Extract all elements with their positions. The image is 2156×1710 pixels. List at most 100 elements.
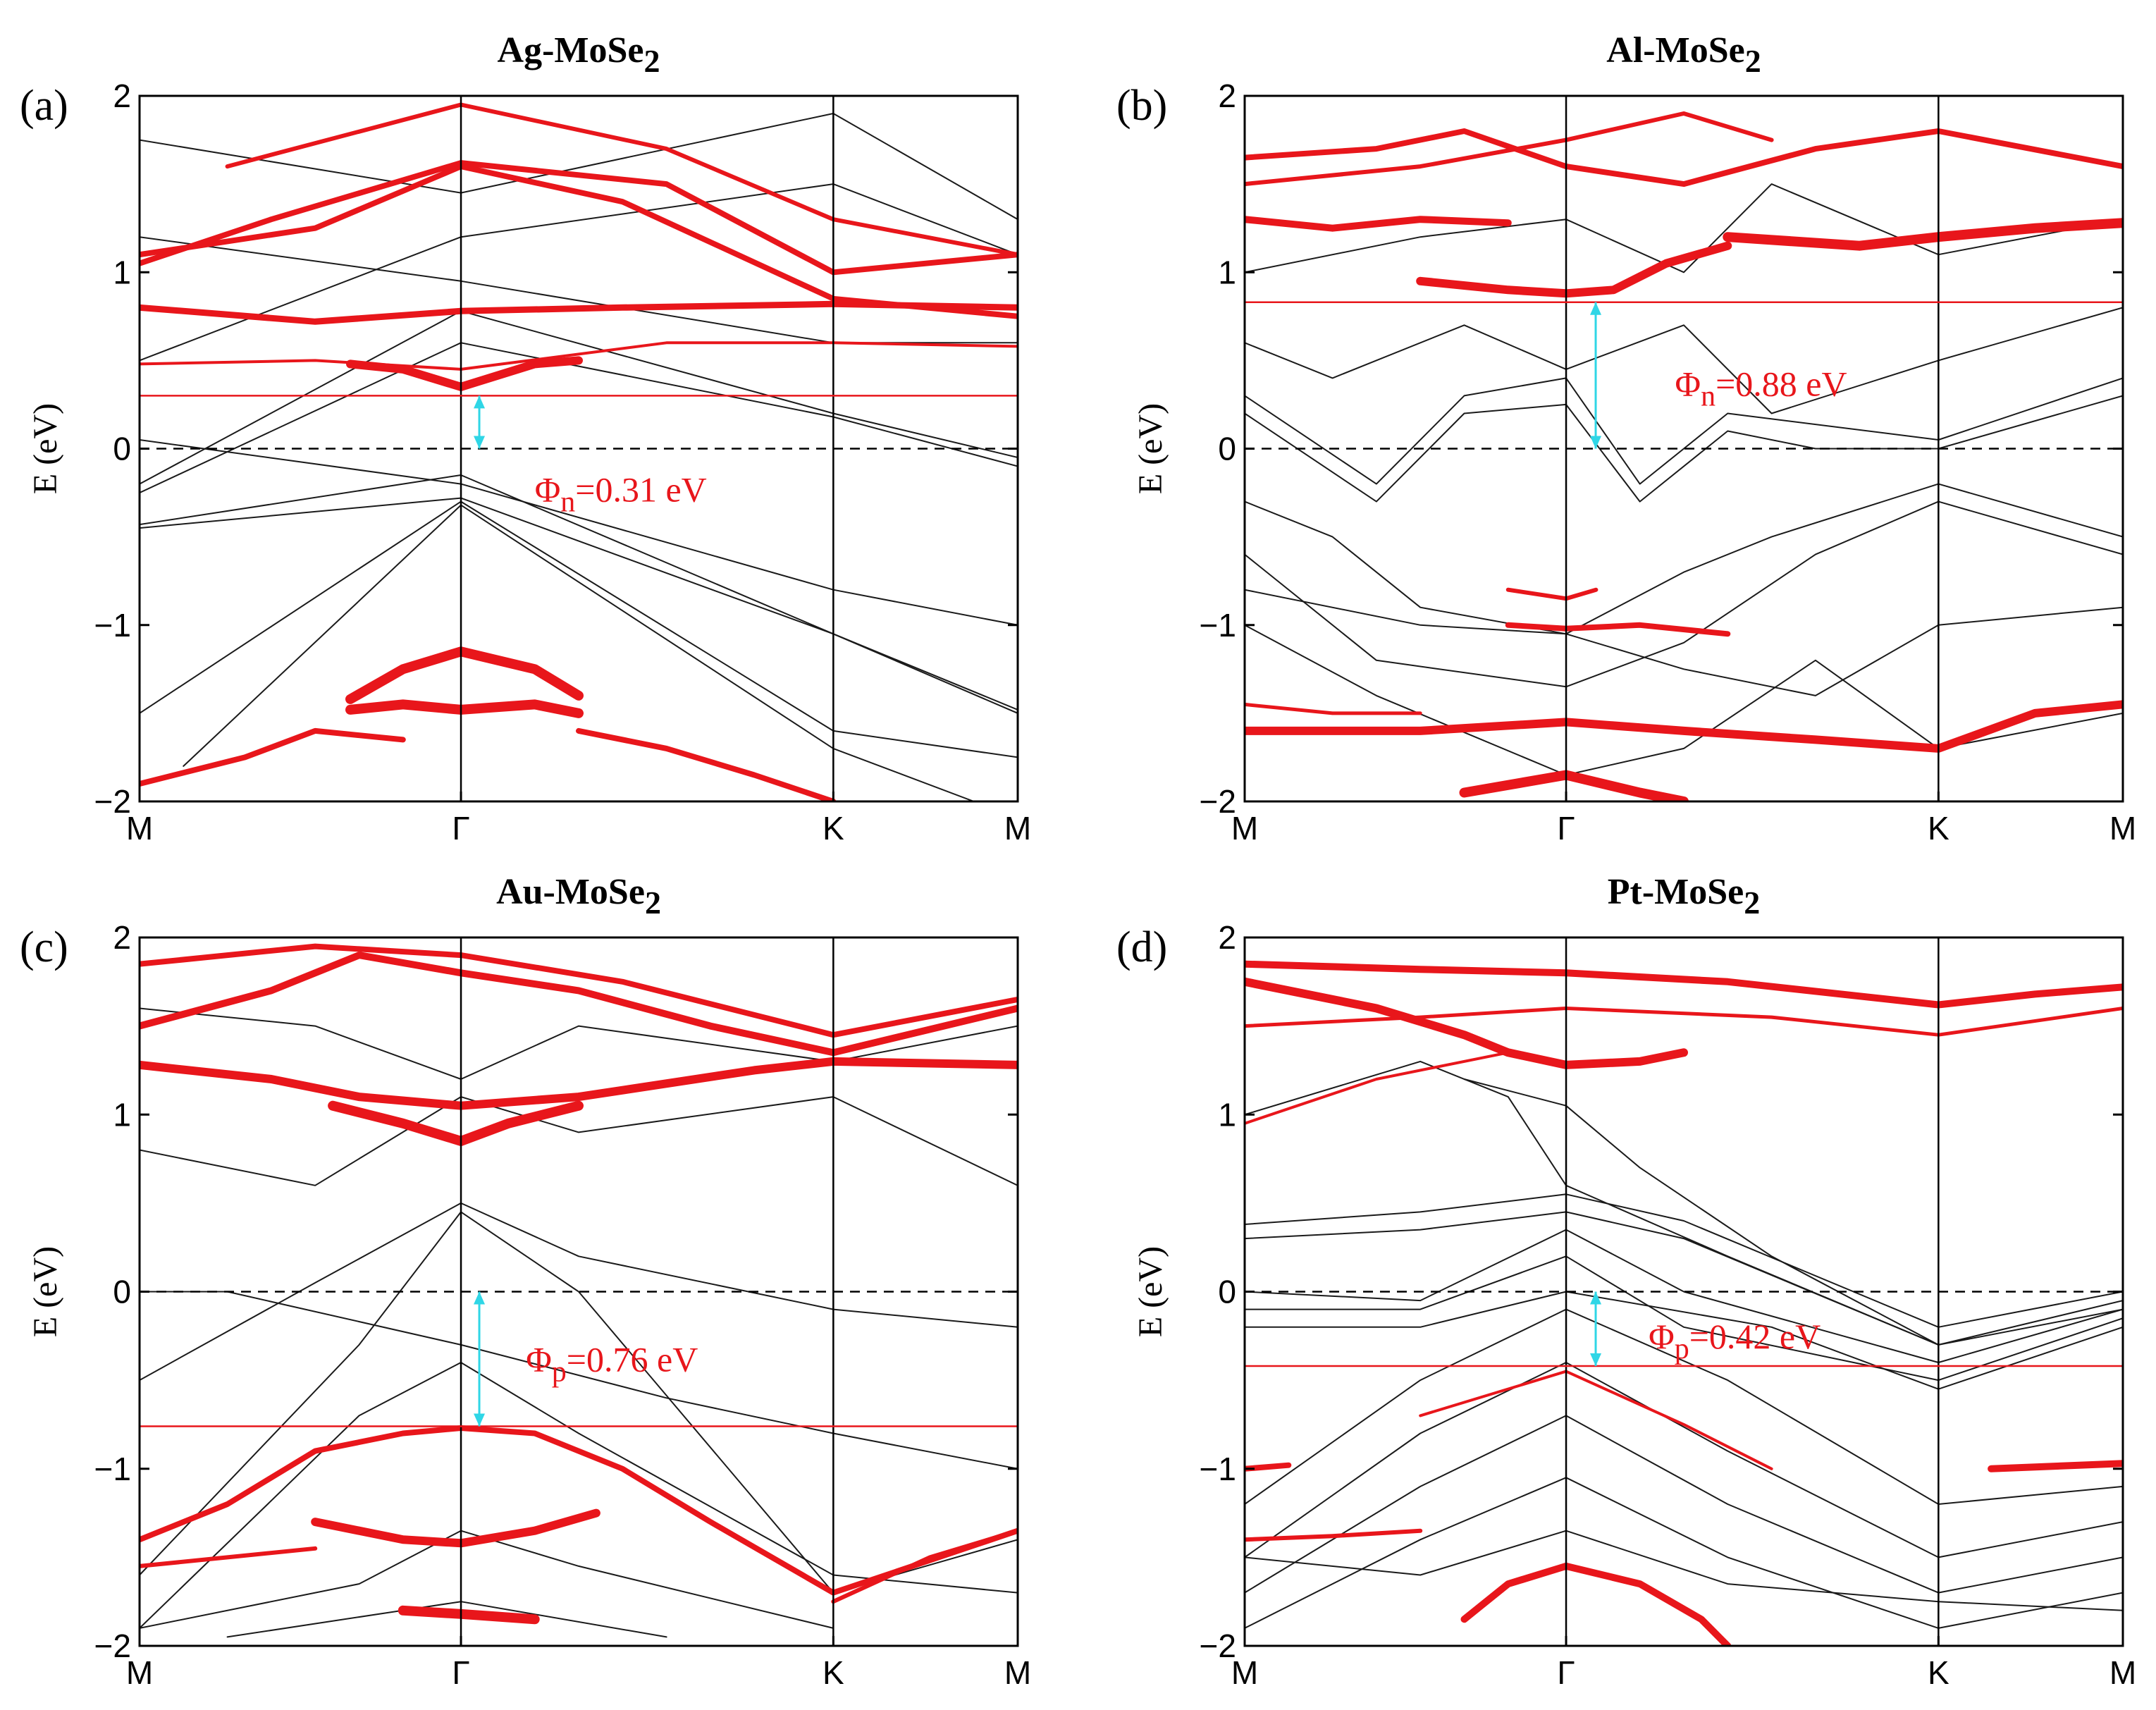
projected-band-19	[1245, 1528, 1423, 1542]
y-axis-label: E (eV)	[1132, 403, 1169, 494]
band-1	[1245, 377, 2123, 485]
projected-band-11	[140, 943, 1018, 1038]
projected-band-15	[345, 646, 584, 704]
plot-area	[140, 937, 1018, 1646]
y-tick-label: 1	[113, 254, 131, 290]
y-tick-label: −1	[1200, 1451, 1236, 1487]
projected-band-10	[1245, 216, 1512, 232]
barrier-annotation: Φp=0.76 eV	[526, 1340, 698, 1389]
y-tick-label: 2	[113, 919, 131, 956]
k-point-label: M	[2109, 1654, 2136, 1691]
panel-tag: (d)	[1116, 923, 1167, 971]
panel-title: Al-MoSe2	[1606, 30, 1761, 79]
projected-band-14	[1245, 1007, 2123, 1037]
projected-band-12	[140, 164, 1018, 319]
projected-band-16	[831, 1528, 1018, 1604]
projected-band-10	[140, 952, 1018, 1057]
band-1	[1245, 1211, 2123, 1346]
k-point-label: M	[1004, 1654, 1031, 1691]
k-point-label: M	[1004, 810, 1031, 847]
y-tick-label: −1	[1200, 607, 1236, 644]
band-6	[140, 183, 1018, 362]
projected-band-9	[1723, 218, 2123, 251]
projected-band-17	[140, 727, 406, 787]
band-0	[140, 474, 1018, 714]
y-tick-label: −2	[94, 1628, 131, 1664]
y-tick-label: 0	[1218, 431, 1236, 467]
y-tick-label: −1	[94, 1451, 131, 1487]
band-0	[1245, 1193, 2123, 1328]
projected-band-14	[398, 1605, 540, 1625]
barrier-annotation: Φn=0.31 eV	[535, 470, 707, 519]
y-tick-label: 2	[113, 78, 131, 114]
k-point-label: M	[1231, 1654, 1258, 1691]
panel-tag: (c)	[20, 923, 68, 971]
projected-band-14	[225, 102, 1018, 257]
band-4	[1245, 624, 2123, 776]
projected-band-17	[1245, 702, 1422, 715]
panel-title: Au-MoSe2	[496, 872, 661, 921]
band-1	[140, 1202, 1018, 1382]
k-point-label: M	[2109, 810, 2136, 847]
band-1	[140, 497, 1018, 711]
projected-band-15	[1505, 622, 1731, 637]
band-2	[140, 310, 1018, 485]
panel-tag: (b)	[1116, 82, 1167, 130]
k-point-label: Γ	[1557, 1654, 1575, 1691]
projected-band-20	[1419, 1370, 1773, 1470]
y-tick-label: 0	[1218, 1274, 1236, 1310]
barrier-annotation: Φp=0.42 eV	[1649, 1317, 1821, 1365]
panel-title: Ag-MoSe2	[498, 30, 660, 79]
panel-4: 210−1−2M Γ K ME (eV)Pt-MoSe2(d)Φp=0.42 eV	[1116, 872, 2136, 1691]
plot-area	[1245, 96, 2123, 801]
barrier-arrow	[1590, 302, 1602, 449]
projected-band-11	[1245, 128, 2123, 187]
band-5	[140, 1007, 1018, 1080]
y-tick-label: 2	[1218, 919, 1236, 956]
projected-band-13	[1245, 700, 2123, 753]
k-point-label: K	[1928, 810, 1949, 847]
panel-title: Pt-MoSe2	[1608, 872, 1760, 921]
band-11	[1463, 1078, 1940, 1346]
projected-band-19	[140, 341, 1018, 371]
band-0	[1245, 395, 2123, 503]
k-point-label: M	[1231, 810, 1258, 847]
projected-band-13	[140, 160, 1018, 276]
projected-band-18	[576, 727, 837, 801]
projected-band-14	[1459, 770, 1689, 801]
projected-band-8	[1416, 241, 1732, 298]
y-tick-label: −2	[1200, 783, 1236, 820]
panel-3: 210−1−2M Γ K ME (eV)Au-MoSe2(c)Φp=0.76 eV	[20, 872, 1031, 1691]
projected-band-13	[140, 1425, 1018, 1596]
plot-area	[1245, 937, 2123, 1646]
band-8	[1245, 1477, 2123, 1629]
k-point-label: K	[823, 810, 844, 847]
band-3	[1245, 500, 2123, 688]
projected-band-18	[1460, 1562, 1732, 1646]
band-4	[183, 504, 975, 801]
k-point-label: Γ	[452, 1654, 469, 1691]
band-5	[1245, 1308, 2123, 1505]
projected-band-17	[1988, 1460, 2123, 1472]
band-7	[140, 113, 1018, 221]
projected-band-12	[1245, 111, 1774, 187]
y-tick-label: −2	[1200, 1628, 1236, 1664]
projected-band-12	[311, 1508, 600, 1548]
band-8	[140, 439, 1018, 626]
band-9	[140, 236, 1018, 344]
band-7	[226, 1601, 667, 1638]
projected-band-15	[140, 1546, 318, 1568]
projected-band-8	[328, 1100, 584, 1146]
barrier-annotation: Φn=0.88 eV	[1675, 364, 1847, 412]
band-4	[140, 1096, 1018, 1186]
k-point-label: M	[126, 1654, 153, 1691]
y-axis-label: E (eV)	[1132, 1246, 1169, 1337]
k-point-label: M	[126, 810, 153, 847]
y-axis-label: E (eV)	[27, 403, 64, 494]
band-4	[1245, 1291, 2123, 1390]
band-3	[140, 342, 1018, 494]
panel-2: 210−1−2M Γ K ME (eV)Al-MoSe2(b)Φn=0.88 eV	[1116, 30, 2136, 847]
band-7	[1245, 1415, 2123, 1594]
band-6	[1245, 1362, 2123, 1558]
band-5	[1245, 307, 2123, 414]
